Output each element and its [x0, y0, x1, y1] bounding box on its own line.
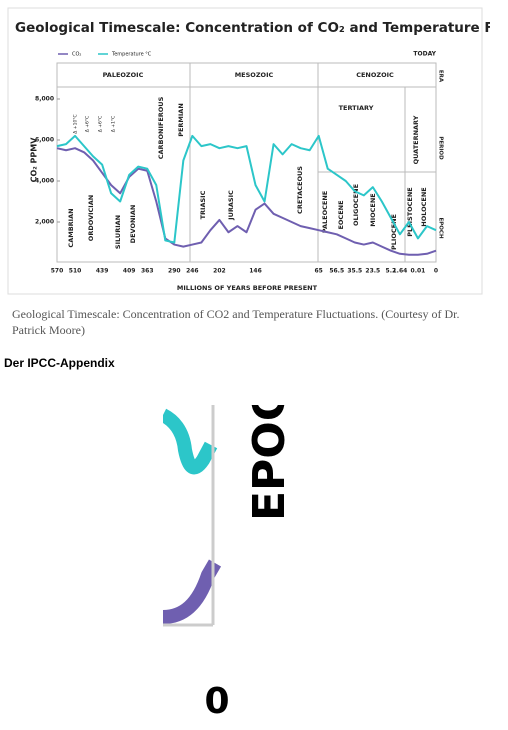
period-label: TERTIARY	[339, 104, 374, 112]
epoch-label: OLIGOCENE	[352, 184, 360, 226]
x-tick-label: 5.2	[386, 268, 397, 275]
era-label: CENOZOIC	[356, 71, 394, 79]
period-label: SILURIAN	[114, 215, 122, 249]
zoomed-image: EPOC 0	[163, 405, 323, 722]
period-label: DEVONIAN	[129, 205, 137, 244]
plot-frame	[56, 62, 437, 263]
y-tick-label: 8,000	[35, 96, 54, 103]
row-label: PERIOD	[438, 136, 444, 160]
row-label: ERA	[438, 70, 444, 83]
epoch-label: MIOCENE	[369, 193, 377, 227]
x-axis-label: MILLIONS OF YEARS BEFORE PRESENT	[177, 284, 318, 292]
y-tick-label: 2,000	[35, 219, 54, 226]
x-tick-label: 65	[315, 268, 323, 275]
x-tick-label: 23.5	[365, 268, 380, 275]
y-tick-label: 4,000	[35, 178, 54, 185]
chart-frame	[7, 7, 483, 295]
x-tick-label: 246	[186, 268, 199, 275]
annotation: Δ +10°C	[73, 114, 79, 133]
x-tick-label: 56.5	[329, 268, 344, 275]
x-tick-label: 1.64	[392, 268, 407, 275]
epoch-label: PLIOCENE	[390, 214, 398, 250]
y-tick-label: 6,000	[35, 137, 54, 144]
period-label: ORDOVICIAN	[87, 195, 95, 241]
annotation: Δ +1°C	[111, 116, 117, 133]
x-tick-label: 290	[168, 268, 181, 275]
x-tick-label: 202	[213, 268, 226, 275]
x-tick-label: 363	[141, 268, 154, 275]
epoch-label: HOLOCENE	[420, 187, 428, 227]
zoom-epoch-label: EPOC	[244, 405, 295, 521]
x-tick-label: 510	[69, 268, 82, 275]
zoom-temperature-curve	[163, 408, 218, 475]
x-tick-label: 146	[249, 268, 262, 275]
period-label: PERMIAN	[177, 103, 185, 137]
series-line	[56, 134, 437, 244]
era-label: MESOZOIC	[235, 71, 274, 79]
period-label: TRIASIC	[199, 190, 207, 219]
x-tick-label: 0.01	[411, 268, 426, 275]
era-label: PALEOZOIC	[103, 71, 144, 79]
x-tick-label: 439	[96, 268, 109, 275]
x-tick-label: 35.5	[347, 268, 362, 275]
period-label: CAMBRIAN	[67, 208, 75, 247]
x-tick-label: 409	[123, 268, 136, 275]
annotation: Δ +6°C	[98, 116, 104, 133]
row-label: EPOCH	[438, 217, 444, 239]
zoom-co2-curve	[163, 559, 222, 624]
legend-label: CO₂	[72, 52, 81, 58]
heading: Der IPCC-Appendix	[4, 356, 115, 370]
period-label: JURASIC	[227, 190, 235, 221]
caption: Geological Timescale: Concentration of C…	[12, 307, 460, 337]
period-label: QUATERNARY	[412, 115, 420, 164]
epoch-label: EOCENE	[337, 200, 345, 229]
series-line	[56, 147, 437, 256]
x-tick-label: 570	[51, 268, 64, 275]
zoom-tick-label: 0	[204, 681, 229, 722]
period-label: CARBONIFEROUS	[157, 96, 165, 159]
annotation: Δ +6°C	[85, 116, 91, 133]
chart-title: Geological Timescale: Concentration of C…	[15, 20, 490, 36]
y-axis-label: CO₂ PPMV	[30, 137, 39, 183]
legend-label: Temperature °C	[111, 52, 152, 58]
today-label: TODAY	[413, 51, 436, 58]
period-label: CRETACEOUS	[296, 166, 304, 214]
epoch-label: PLEISTOCENE	[406, 187, 414, 237]
epoch-label: PALEOCENE	[321, 191, 329, 233]
x-tick-label: 0	[434, 268, 438, 275]
chart: Geological Timescale: Concentration of C…	[7, 7, 490, 295]
